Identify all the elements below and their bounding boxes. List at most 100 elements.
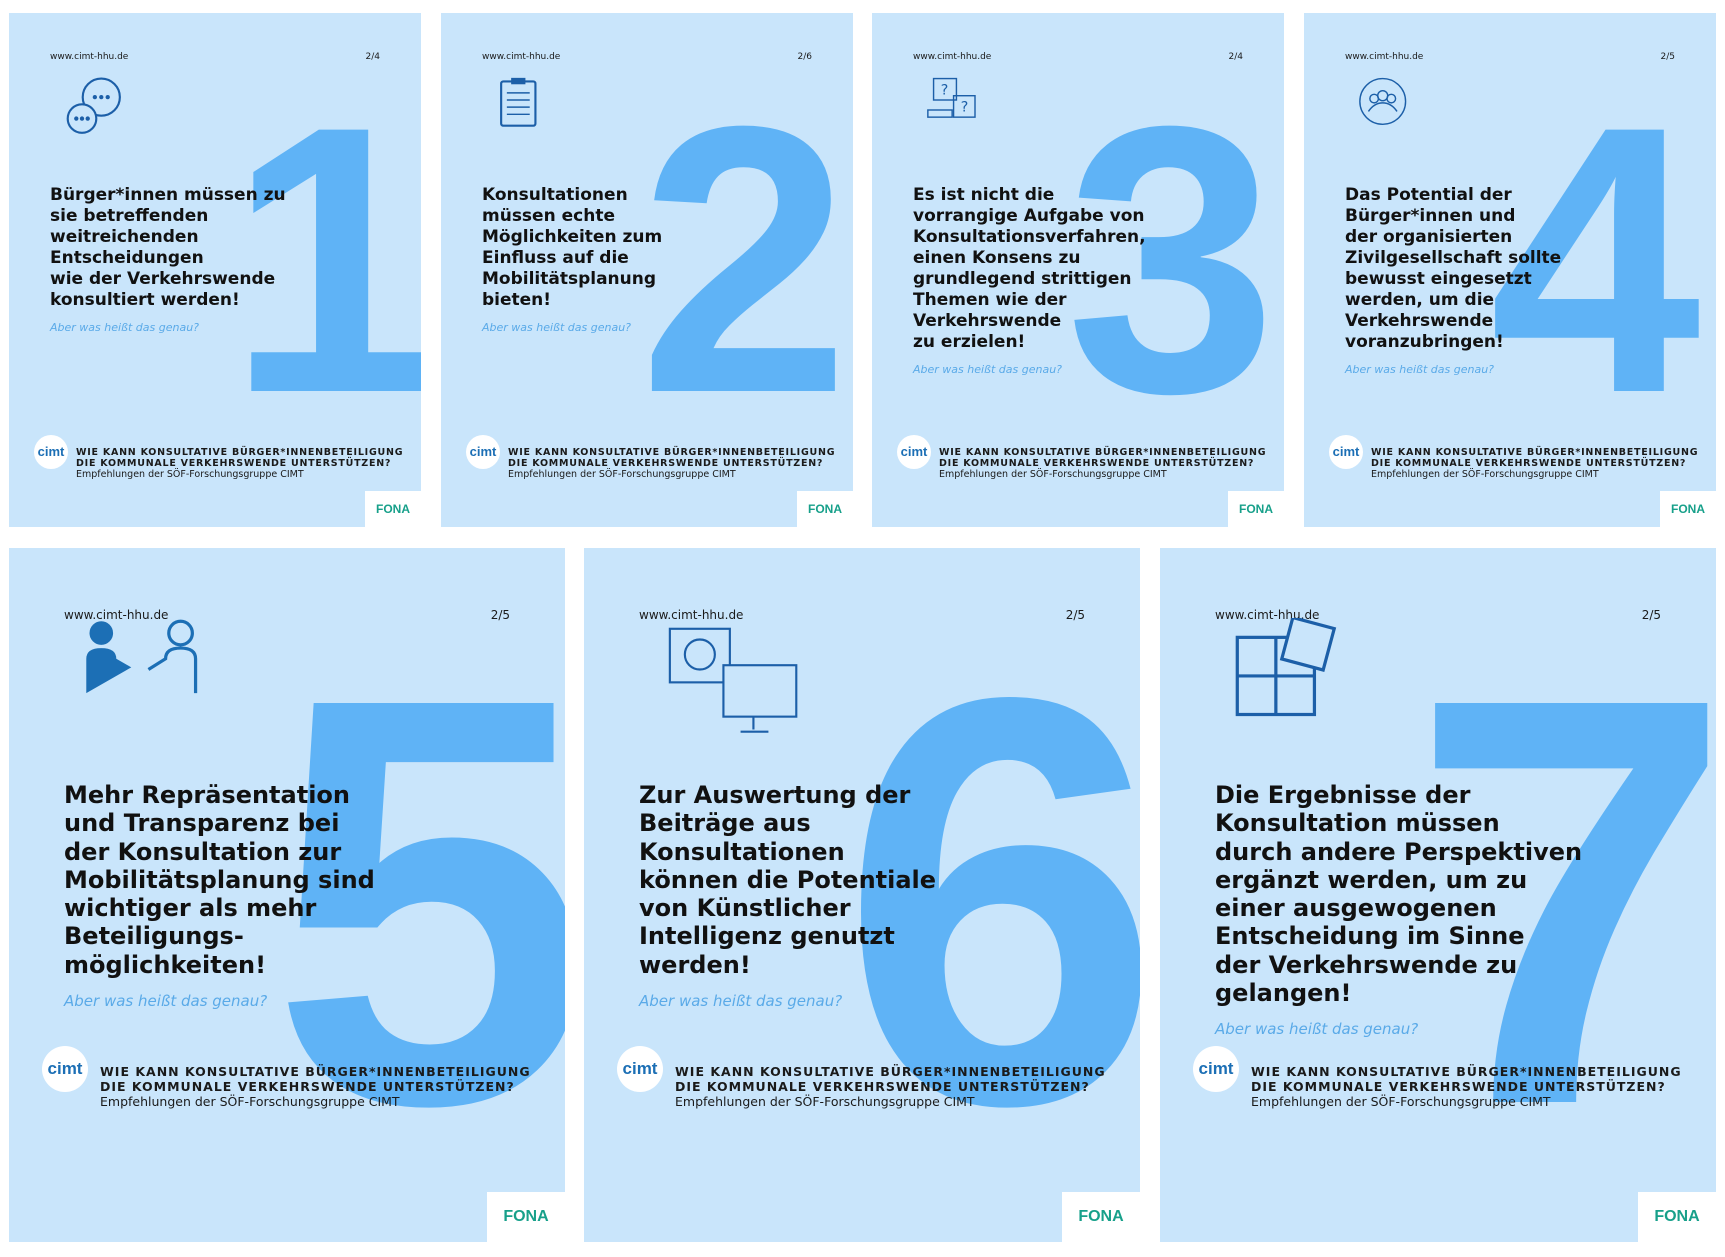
footer-title: WIE KANN KONSULTATIVE BÜRGER*INNENBETEIL… <box>939 447 1267 458</box>
footer-subtitle: Empfehlungen der SÖF-Forschungsgruppe CI… <box>939 469 1167 480</box>
statement-line: Das Potential der <box>1345 185 1512 205</box>
big-number: 3 <box>1065 46 1277 472</box>
statement-line: können die Potentiale <box>639 865 937 894</box>
icon <box>668 627 798 733</box>
footer-title: WIE KANN KONSULTATIVE BÜRGER*INNENBETEIL… <box>1251 1064 1682 1079</box>
fona-logo: FONA <box>1638 1192 1716 1242</box>
footer-title: DIE KOMMUNALE VERKEHRSWENDE UNTERSTÜTZEN… <box>76 458 392 469</box>
statement-line: wie der Verkehrswende <box>50 269 276 289</box>
icon <box>1235 618 1337 717</box>
statement-line: sie betreffenden <box>50 206 209 226</box>
card: 6 www.cimt-hhu.de 2/5 Zur Auswertung der Bei… <box>584 548 1140 1242</box>
url: www.cimt-hhu.de <box>913 52 992 62</box>
statement-line: Mehr Repräsentation <box>64 781 350 809</box>
statement-line: der Verkehrswende zu <box>1215 950 1518 979</box>
statement-line: Konsultationsverfahren, <box>913 227 1146 247</box>
statement: Das Potential der Bürger*innen und der org… <box>1345 185 1561 380</box>
page-number: 2/5 <box>1065 608 1085 622</box>
footer-title: DIE KOMMUNALE VERKEHRSWENDE UNTERSTÜTZEN… <box>100 1079 515 1094</box>
statement-line: bieten! <box>482 290 552 310</box>
statement-line: Bürger*innen müssen zu <box>50 185 286 205</box>
statement-line: von Künstlicher <box>639 894 851 923</box>
page-number: 2/5 <box>1641 608 1661 622</box>
url: www.cimt-hhu.de <box>64 608 169 622</box>
statement-line: müssen echte <box>482 206 615 226</box>
logo: cimt <box>466 435 500 469</box>
question: Aber was heißt das genau? <box>1345 363 1495 376</box>
footer-subtitle: Empfehlungen der SÖF-Forschungsgruppe CI… <box>1371 469 1599 480</box>
statement-line: möglichkeiten! <box>64 950 267 979</box>
footer-title: DIE KOMMUNALE VERKEHRSWENDE UNTERSTÜTZEN… <box>939 458 1255 469</box>
big-number: 5 <box>270 577 565 1226</box>
page-number: 2/5 <box>1660 52 1675 62</box>
question: Aber was heißt das genau? <box>913 363 1063 376</box>
statement: Es ist nicht die vorrangige Aufgabe von Ko… <box>913 185 1146 380</box>
footer-title: DIE KOMMUNALE VERKEHRSWENDE UNTERSTÜTZEN… <box>1251 1079 1666 1094</box>
statement-line: konsultiert werden! <box>50 290 240 310</box>
url: www.cimt-hhu.de <box>1345 52 1424 62</box>
big-number: 7 <box>1410 577 1716 1226</box>
footer: WIE KANN KONSULTATIVE BÜRGER*INNENBETEIL… <box>76 447 403 480</box>
statement-line: Intelligenz genutzt <box>639 922 895 951</box>
statement-line: Verkehrswende <box>913 311 1062 331</box>
footer-subtitle: Empfehlungen der SÖF-Forschungsgruppe CI… <box>508 469 736 480</box>
card: 2 www.cimt-hhu.de 2/6 Konsultationen müssen … <box>441 13 853 527</box>
question: Aber was heißt das genau? <box>1215 1020 1419 1039</box>
statement-line: werden! <box>639 950 751 979</box>
statement-line: gelangen! <box>1215 979 1352 1008</box>
question: Aber was heißt das genau? <box>482 321 632 334</box>
page-number: 2/4 <box>1228 52 1243 62</box>
footer: WIE KANN KONSULTATIVE BÜRGER*INNENBETEIL… <box>675 1064 1106 1109</box>
footer-subtitle: Empfehlungen der SÖF-Forschungsgruppe CI… <box>76 469 304 480</box>
statement-line: Konsultationen <box>482 185 628 205</box>
big-number: 2 <box>638 46 851 472</box>
logo: cimt <box>897 435 931 469</box>
footer-title: WIE KANN KONSULTATIVE BÜRGER*INNENBETEIL… <box>100 1064 531 1079</box>
fona-logo: FONA <box>487 1192 565 1242</box>
statement-line: der organisierten <box>1345 227 1513 247</box>
statement-line: werden, um die <box>1345 290 1495 310</box>
url: www.cimt-hhu.de <box>50 52 129 62</box>
statement-line: der Konsultation zur <box>64 837 342 866</box>
statement-line: Es ist nicht die <box>913 185 1055 205</box>
statement: Die Ergebnisse der Konsultation müssen dur… <box>1215 781 1582 1044</box>
statement-line: Die Ergebnisse der <box>1215 781 1471 809</box>
statement-line: bewusst eingesetzt <box>1345 269 1532 289</box>
footer-title: WIE KANN KONSULTATIVE BÜRGER*INNENBETEIL… <box>675 1064 1106 1079</box>
footer: WIE KANN KONSULTATIVE BÜRGER*INNENBETEIL… <box>1371 447 1698 480</box>
statement-line: voranzubringen! <box>1345 332 1504 352</box>
statement: Bürger*innen müssen zu sie betreffenden we… <box>50 185 286 338</box>
page-number: 2/5 <box>490 608 510 622</box>
fona-logo: FONA <box>1660 491 1716 527</box>
statement-line: Beiträge aus <box>639 809 811 838</box>
fona-logo: FONA <box>797 491 853 527</box>
card: 1 www.cimt-hhu.de 2/4 Bürger*innen müssen z… <box>9 13 421 527</box>
footer-title: WIE KANN KONSULTATIVE BÜRGER*INNENBETEIL… <box>1371 447 1699 458</box>
statement-line: zu erzielen! <box>913 332 1026 352</box>
icon <box>1359 77 1407 125</box>
fona-logo: FONA <box>1228 491 1284 527</box>
statement-line: einer ausgewogenen <box>1215 894 1497 923</box>
icon: ?? <box>927 77 976 118</box>
footer-title: WIE KANN KONSULTATIVE BÜRGER*INNENBETEIL… <box>508 447 836 458</box>
footer: WIE KANN KONSULTATIVE BÜRGER*INNENBETEIL… <box>939 447 1266 480</box>
footer: WIE KANN KONSULTATIVE BÜRGER*INNENBETEIL… <box>1251 1064 1682 1109</box>
footer-title: DIE KOMMUNALE VERKEHRSWENDE UNTERSTÜTZEN… <box>675 1079 1090 1094</box>
card: 7 www.cimt-hhu.de 2/5 Die Ergebnisse der Kon… <box>1160 548 1716 1242</box>
fona-logo: FONA <box>365 491 421 527</box>
statement-line: Möglichkeiten zum <box>482 227 663 247</box>
logo: cimt <box>42 1046 88 1092</box>
statement-line: wichtiger als mehr <box>64 894 317 923</box>
svg-text:?: ? <box>961 99 969 115</box>
footer: WIE KANN KONSULTATIVE BÜRGER*INNENBETEIL… <box>508 447 835 480</box>
statement-line: Zivilgesellschaft sollte <box>1345 248 1562 268</box>
statement-line: einen Konsens zu <box>913 248 1081 268</box>
footer-subtitle: Empfehlungen der SÖF-Forschungsgruppe CI… <box>100 1094 400 1109</box>
statement-line: Einfluss auf die <box>482 248 629 268</box>
statement-line: durch andere Perspektiven <box>1215 837 1583 866</box>
statement-line: und Transparenz bei <box>64 809 340 838</box>
svg-text:?: ? <box>941 82 949 98</box>
footer-subtitle: Empfehlungen der SÖF-Forschungsgruppe CI… <box>675 1094 975 1109</box>
statement: Mehr Repräsentation und Transparenz bei de… <box>64 781 375 1015</box>
